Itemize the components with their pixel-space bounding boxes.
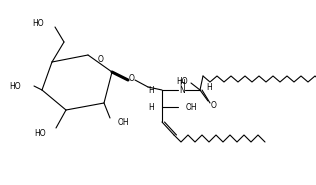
Text: H: H — [179, 78, 185, 88]
Text: O: O — [98, 55, 104, 63]
Text: HO: HO — [34, 130, 46, 139]
Text: HO: HO — [9, 82, 21, 90]
Text: HO: HO — [176, 77, 188, 85]
Text: OH: OH — [186, 102, 198, 112]
Text: H: H — [148, 102, 154, 112]
Text: O: O — [129, 73, 135, 83]
Text: H: H — [148, 85, 154, 95]
Text: OH: OH — [118, 117, 130, 127]
Text: O: O — [211, 100, 217, 110]
Text: H: H — [206, 83, 212, 92]
Text: HO: HO — [32, 18, 44, 28]
Text: N: N — [179, 85, 185, 95]
